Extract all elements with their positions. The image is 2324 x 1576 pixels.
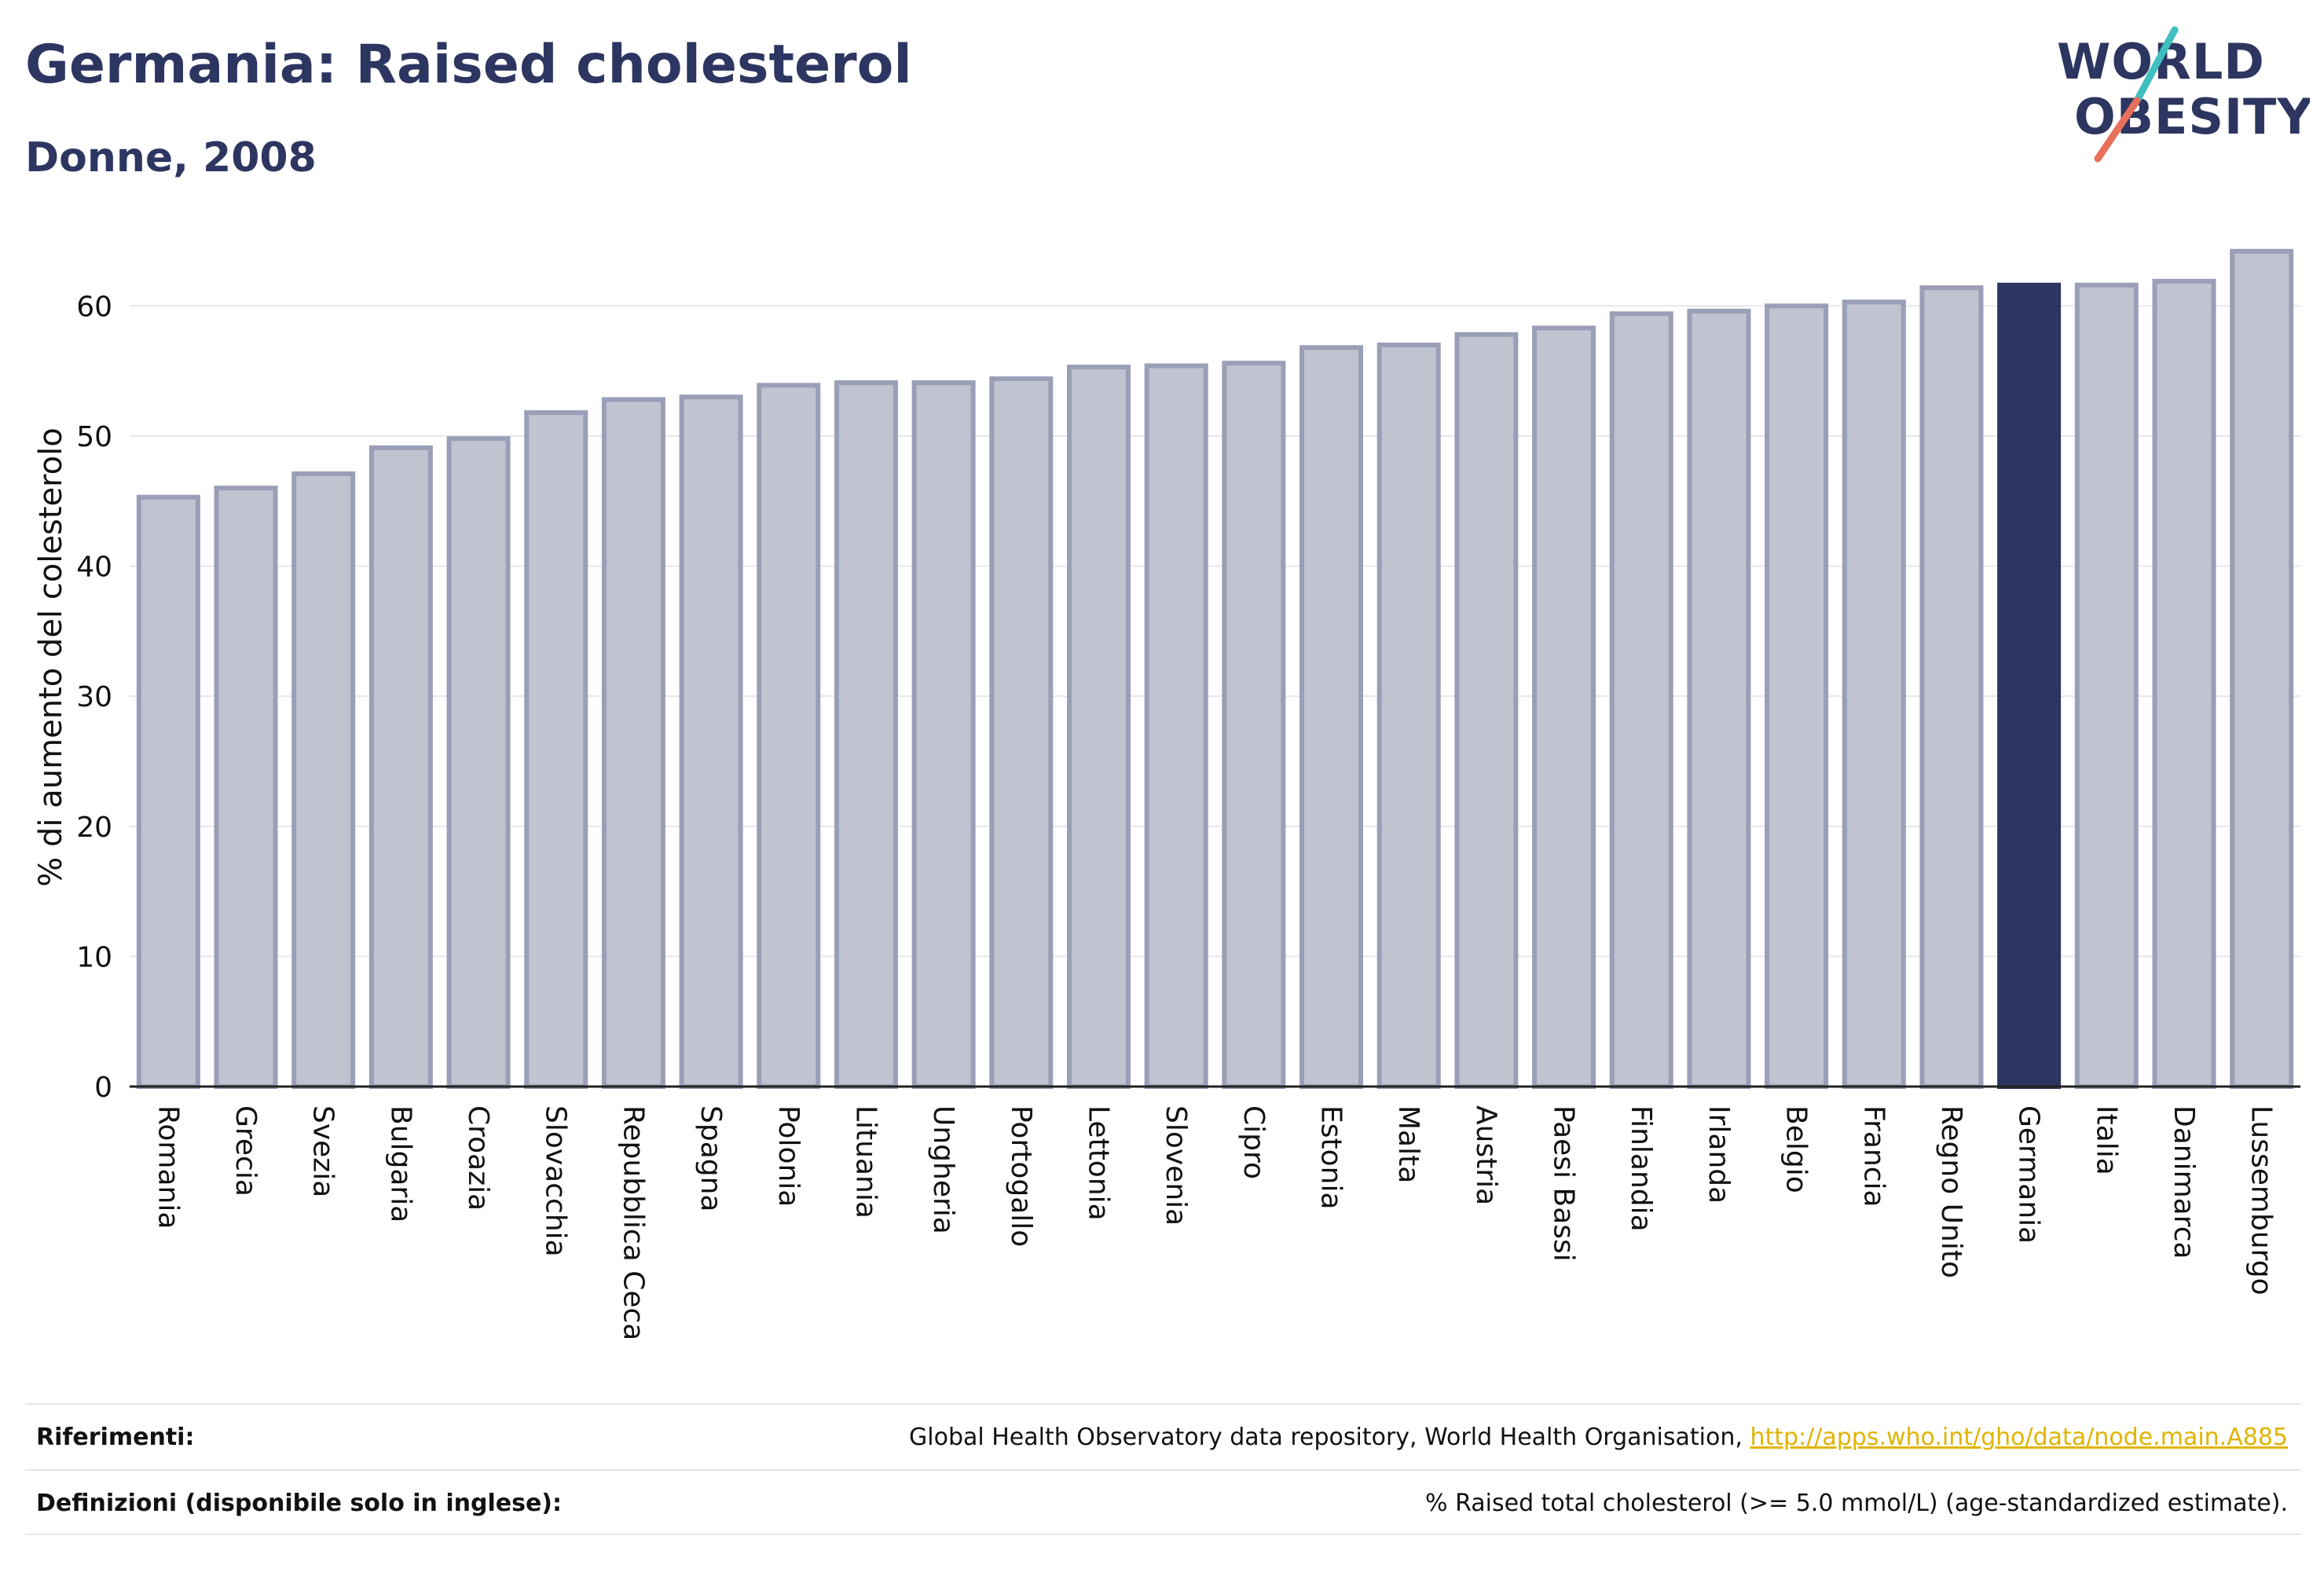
logo-slash-teal-icon (2133, 26, 2179, 104)
references-value: Global Health Observatory data repositor… (909, 1424, 2288, 1451)
x-tick-label: Ungheria (927, 1105, 959, 1234)
references-label: Riferimenti: (36, 1424, 195, 1451)
x-tick-label: Danimarca (2168, 1105, 2200, 1259)
x-tick-label: Estonia (1315, 1105, 1347, 1210)
x-axis-labels: Romania Grecia Svezia Bulgaria Croazia Slovac… (152, 1105, 2277, 1340)
x-tick-label: Finlandia (1625, 1105, 1657, 1232)
x-tick-label: Slovenia (1160, 1105, 1192, 1226)
chart-subtitle: Donne, 2008 (25, 134, 317, 181)
y-tick-label: 30 (76, 681, 112, 713)
x-tick-label: Romania (152, 1105, 184, 1229)
bar-malta (1376, 343, 1441, 1089)
bar-germania (1997, 282, 2062, 1090)
world-obesity-logo: WORLD OBESITY (2057, 26, 2310, 163)
y-tick-label: 0 (94, 1072, 112, 1104)
bar-regno-unito (1919, 285, 1984, 1090)
y-tick-label: 60 (76, 291, 112, 323)
bar-cipro (1222, 361, 1286, 1090)
bar-danimarca (2152, 278, 2216, 1090)
x-tick-label: Cipro (1237, 1105, 1270, 1179)
x-tick-label: Francia (1857, 1105, 1890, 1208)
references-text: Global Health Observatory data repositor… (909, 1424, 1750, 1451)
bar-francia (1842, 299, 1906, 1089)
bar-romania (136, 494, 200, 1089)
x-tick-label: Germania (2013, 1105, 2045, 1244)
bar-estonia (1299, 345, 1364, 1089)
x-tick-label: Bulgaria (384, 1105, 416, 1222)
x-tick-label: Repubblica Ceca (617, 1105, 649, 1340)
x-tick-label: Svezia (307, 1105, 339, 1197)
x-tick-label: Croazia (462, 1105, 494, 1211)
bar-lussemburgo (2230, 248, 2294, 1089)
x-tick-label: Grecia (229, 1105, 262, 1197)
references-link[interactable]: http://apps.who.int/gho/data/node.main.A… (1750, 1424, 2288, 1451)
bar-bulgaria (368, 445, 433, 1089)
bar-paesi-bassi (1532, 325, 1596, 1089)
x-tick-label: Belgio (1780, 1105, 1813, 1193)
x-tick-label: Lussemburgo (2245, 1105, 2278, 1296)
bar-croazia (446, 436, 511, 1089)
bar-slovacchia (524, 410, 588, 1089)
x-tick-label: Slovacchia (540, 1105, 572, 1257)
bar-repubblica-ceca (601, 397, 665, 1090)
chart-title: Germania: Raised cholesterol (25, 34, 912, 96)
x-tick-label: Malta (1392, 1105, 1424, 1183)
y-axis-label: % di aumento del colesterolo (33, 427, 69, 886)
x-tick-label: Spagna (695, 1105, 727, 1212)
footer-divider-middle (25, 1469, 2300, 1471)
x-tick-label: Irlanda (1703, 1105, 1735, 1204)
x-tick-label: Lituania (849, 1105, 882, 1219)
y-tick-label: 50 (76, 421, 112, 453)
x-tick-label: Austria (1470, 1105, 1502, 1205)
y-tick-label: 20 (76, 812, 112, 844)
logo-slash-coral-icon (2094, 97, 2141, 163)
x-tick-label: Lettonia (1082, 1105, 1114, 1221)
bar-belgio (1765, 303, 1829, 1089)
bar-irlanda (1687, 308, 1751, 1090)
bar-svezia (291, 471, 356, 1089)
x-tick-label: Regno Unito (1935, 1105, 1967, 1278)
bar-spagna (679, 394, 743, 1089)
bar-polonia (757, 383, 821, 1089)
footer-divider-top (25, 1403, 2300, 1405)
bar-lituania (834, 380, 898, 1089)
y-axis-ticks: 0 10 20 30 40 50 60 (76, 291, 112, 1104)
bar-chart: 0 10 20 30 40 50 60 Romania Grecia Svezia Bulgari… (33, 248, 2300, 1340)
bar-italia (2074, 282, 2139, 1090)
y-tick-label: 10 (76, 941, 112, 973)
footer-divider-bottom (25, 1534, 2300, 1535)
bar-lettonia (1066, 365, 1131, 1089)
bars (136, 248, 2294, 1090)
bar-portogallo (989, 376, 1054, 1089)
x-tick-label: Portogallo (1005, 1105, 1037, 1247)
definitions-label: Definizioni (disponibile solo in inglese… (36, 1490, 562, 1517)
x-tick-label: Polonia (772, 1105, 805, 1207)
bar-grecia (214, 486, 278, 1089)
bar-slovenia (1144, 363, 1208, 1089)
y-tick-label: 40 (76, 552, 112, 584)
bar-austria (1454, 332, 1519, 1089)
x-tick-label: Italia (2090, 1105, 2122, 1175)
bar-finlandia (1609, 311, 1673, 1089)
x-tick-label: Paesi Bassi (1548, 1105, 1580, 1262)
definitions-value: % Raised total cholesterol (>= 5.0 mmol/… (1425, 1490, 2288, 1517)
bar-ungheria (911, 380, 976, 1089)
